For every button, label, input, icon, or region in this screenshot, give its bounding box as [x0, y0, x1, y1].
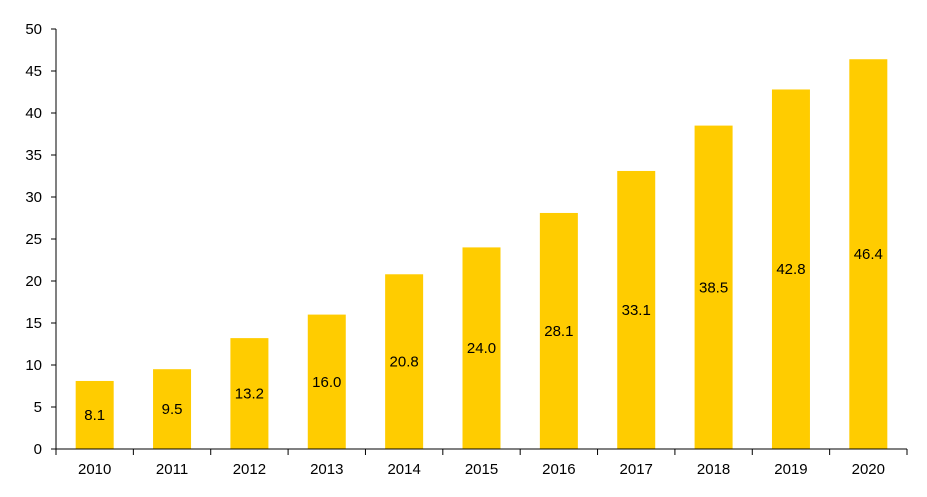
y-ticks-group: 0 5 10 15 20 25 30 35 40 45 50: [25, 21, 56, 458]
data-labels-group: 8.1 9.5 13.2 16.0 20.8 24.0 28.1 33.1 38.5 42.8 46…: [84, 246, 883, 424]
bar-2011: [153, 369, 192, 449]
bar-2019: [771, 89, 810, 449]
x-tick-label: 2012: [233, 461, 266, 478]
x-tick-label: 2011: [156, 461, 188, 478]
bar-2020: [849, 59, 888, 450]
data-label-2016: 28.1: [544, 323, 573, 340]
x-ticks-group: 2010 2011 2012 2013 2014 2015 2016 2017 2018 2019…: [55, 449, 908, 478]
data-label-2010: 8.1: [84, 407, 105, 424]
data-label-2017: 33.1: [622, 302, 651, 319]
y-tick-label: 5: [34, 399, 42, 416]
bar-2017: [617, 170, 656, 449]
x-tick-label: 2015: [465, 461, 498, 478]
x-tick-label: 2020: [852, 461, 885, 478]
bar-2012: [230, 338, 269, 449]
bars-group: [75, 59, 888, 450]
y-tick-label: 45: [25, 63, 42, 80]
bar-2013: [307, 314, 346, 449]
x-tick-label: 2018: [697, 461, 730, 478]
data-label-2018: 38.5: [699, 279, 728, 296]
y-tick-label: 40: [25, 105, 42, 122]
data-label-2013: 16.0: [312, 374, 341, 391]
bar-2016: [539, 212, 578, 449]
y-tick-label: 30: [25, 189, 42, 206]
data-label-2014: 20.8: [390, 354, 419, 371]
y-tick-label: 10: [25, 357, 42, 374]
x-tick-label: 2017: [620, 461, 653, 478]
x-tick-label: 2016: [542, 461, 575, 478]
data-label-2012: 13.2: [235, 386, 264, 403]
y-tick-label: 15: [25, 315, 42, 332]
x-tick-label: 2010: [78, 461, 111, 478]
x-tick-label: 2014: [387, 461, 420, 478]
data-label-2015: 24.0: [467, 340, 496, 357]
y-tick-label: 0: [34, 441, 42, 458]
x-tick-label: 2013: [310, 461, 343, 478]
y-tick-label: 50: [25, 21, 42, 38]
data-label-2020: 46.4: [854, 246, 883, 263]
data-label-2011: 9.5: [162, 401, 183, 418]
y-tick-label: 35: [25, 147, 42, 164]
bar-2018: [694, 125, 733, 449]
data-label-2019: 42.8: [776, 261, 805, 278]
y-tick-label: 20: [25, 273, 42, 290]
x-tick-label: 2019: [774, 461, 807, 478]
y-tick-label: 25: [25, 231, 42, 248]
bar-2015: [462, 247, 501, 449]
bar-2010: [75, 380, 114, 449]
bar-2014: [385, 274, 424, 449]
